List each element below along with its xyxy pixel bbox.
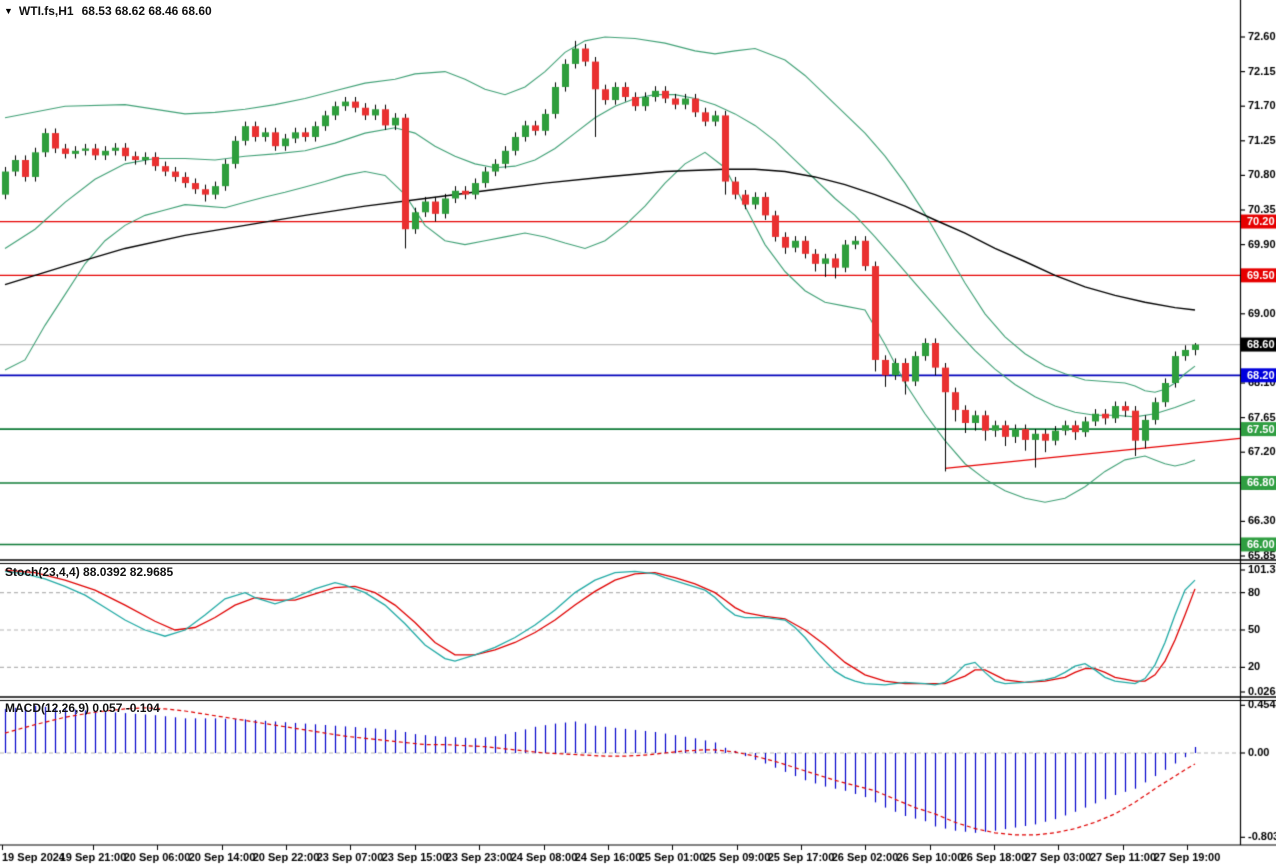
expand-panel-icon[interactable]: ▼: [4, 5, 13, 16]
